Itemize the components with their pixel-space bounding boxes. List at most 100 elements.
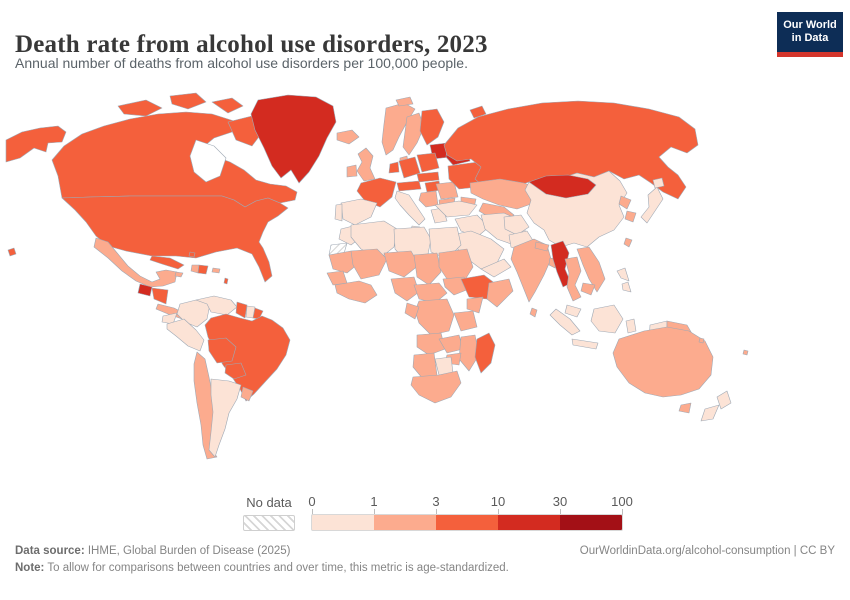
- country-guatemala[interactable]: [137, 283, 153, 297]
- country-hawaii[interactable]: [7, 247, 17, 257]
- country-dominican-republic[interactable]: [197, 264, 209, 275]
- country-iceland[interactable]: [336, 129, 360, 145]
- country-bahamas[interactable]: [188, 251, 196, 258]
- legend-tick-label-1: 1: [370, 494, 378, 509]
- country-afghanistan[interactable]: [503, 214, 530, 236]
- country-novaya-zemlya[interactable]: [469, 105, 487, 119]
- country-haiti[interactable]: [190, 264, 200, 274]
- country-bolivia[interactable]: [207, 337, 237, 364]
- country-honduras-nicaragua[interactable]: [151, 287, 169, 305]
- country-kazakhstan[interactable]: [469, 178, 540, 210]
- country-italy[interactable]: [394, 190, 426, 226]
- country-puerto-rico[interactable]: [211, 267, 221, 274]
- country-greenland[interactable]: [250, 94, 337, 184]
- country-japan[interactable]: [640, 186, 664, 224]
- country-czechia-slovakia[interactable]: [416, 171, 440, 183]
- country-senegal-guinea[interactable]: [326, 270, 348, 286]
- country-paraguay[interactable]: [224, 362, 247, 380]
- legend-bin-3-10[interactable]: [436, 515, 498, 530]
- country-cuba[interactable]: [149, 255, 185, 270]
- country-portugal[interactable]: [334, 203, 343, 222]
- country-gabon-congo[interactable]: [404, 302, 420, 320]
- country-chad[interactable]: [413, 252, 442, 286]
- country-svalbard[interactable]: [395, 96, 414, 107]
- country-namibia[interactable]: [412, 352, 438, 380]
- country-taiwan[interactable]: [623, 237, 633, 248]
- legend-no-data-swatch[interactable]: [243, 515, 295, 531]
- country-benelux[interactable]: [388, 161, 400, 174]
- country-alaska[interactable]: [5, 125, 67, 163]
- country-malaysia[interactable]: [564, 304, 582, 318]
- country-peru[interactable]: [166, 318, 205, 352]
- owid-citation-link[interactable]: OurWorldinData.org/alcohol-consumption |…: [579, 545, 835, 557]
- country-south-korea[interactable]: [624, 210, 637, 223]
- country-north-korea[interactable]: [618, 195, 632, 210]
- country-angola[interactable]: [416, 332, 446, 356]
- country-cambodia[interactable]: [580, 282, 596, 296]
- legend-bin-0-1[interactable]: [312, 515, 374, 530]
- country-yemen-oman[interactable]: [480, 258, 512, 278]
- country-madagascar[interactable]: [474, 332, 496, 374]
- country-guyana[interactable]: [235, 301, 248, 319]
- country-somalia[interactable]: [486, 278, 514, 308]
- country-uruguay[interactable]: [240, 386, 254, 402]
- country-sumatra[interactable]: [549, 308, 581, 336]
- country-zambia[interactable]: [438, 334, 464, 354]
- country-jamaica[interactable]: [174, 271, 184, 278]
- country-turkey[interactable]: [434, 200, 478, 218]
- country-mali[interactable]: [350, 248, 388, 280]
- country-united-kingdom[interactable]: [356, 147, 376, 182]
- country-india[interactable]: [510, 238, 552, 303]
- hudson-bay: [189, 139, 227, 183]
- country-new-zealand-north[interactable]: [716, 390, 732, 410]
- legend-bin-10-30[interactable]: [498, 515, 560, 530]
- country-canada-arctic-3[interactable]: [211, 97, 244, 114]
- country-spain[interactable]: [340, 198, 378, 226]
- country-java[interactable]: [571, 338, 599, 350]
- country-fiji[interactable]: [742, 349, 749, 356]
- country-laos-vietnam[interactable]: [576, 246, 606, 293]
- country-canada-arctic-2[interactable]: [169, 92, 207, 110]
- country-lesser-antilles[interactable]: [223, 277, 229, 285]
- legend-bin-1-3[interactable]: [374, 515, 436, 530]
- country-balkans[interactable]: [418, 190, 439, 208]
- country-nigeria[interactable]: [390, 276, 420, 302]
- country-thailand[interactable]: [564, 256, 582, 302]
- country-switzerland-austria[interactable]: [396, 180, 422, 192]
- country-tasmania[interactable]: [678, 402, 692, 414]
- country-borneo[interactable]: [590, 304, 624, 334]
- country-syria-iraq[interactable]: [454, 214, 490, 238]
- country-canada-arctic-1[interactable]: [117, 99, 163, 117]
- country-tanzania[interactable]: [453, 310, 478, 332]
- country-romania[interactable]: [435, 181, 459, 200]
- legend-bin-30-100[interactable]: [560, 515, 622, 530]
- country-niger[interactable]: [383, 250, 420, 278]
- country-nepal[interactable]: [534, 241, 550, 252]
- country-finland[interactable]: [419, 108, 445, 146]
- country-germany[interactable]: [398, 156, 421, 179]
- country-solomon-islands[interactable]: [698, 337, 705, 344]
- country-kenya[interactable]: [466, 296, 484, 314]
- country-australia[interactable]: [612, 326, 714, 398]
- country-hokkaido[interactable]: [652, 177, 665, 189]
- country-dr-congo[interactable]: [414, 298, 455, 336]
- country-venezuela[interactable]: [195, 295, 238, 316]
- country-sweden[interactable]: [402, 112, 425, 156]
- country-mexico[interactable]: [93, 237, 178, 288]
- country-ireland[interactable]: [346, 164, 358, 178]
- country-philippines-south[interactable]: [621, 281, 632, 293]
- country-west-africa-coast[interactable]: [334, 280, 378, 304]
- country-france[interactable]: [356, 177, 397, 208]
- country-philippines-north[interactable]: [616, 267, 630, 282]
- country-cameroon-car[interactable]: [413, 282, 448, 304]
- country-south-africa[interactable]: [410, 370, 462, 404]
- country-norway[interactable]: [381, 102, 416, 156]
- country-sulawesi[interactable]: [625, 318, 637, 334]
- country-argentina[interactable]: [208, 378, 242, 458]
- country-united-states[interactable]: [61, 195, 289, 283]
- owid-logo[interactable]: Our World in Data: [777, 12, 843, 57]
- country-new-zealand-south[interactable]: [700, 404, 720, 422]
- country-poland[interactable]: [416, 152, 440, 173]
- country-mongolia[interactable]: [528, 174, 597, 199]
- country-sri-lanka[interactable]: [529, 307, 538, 318]
